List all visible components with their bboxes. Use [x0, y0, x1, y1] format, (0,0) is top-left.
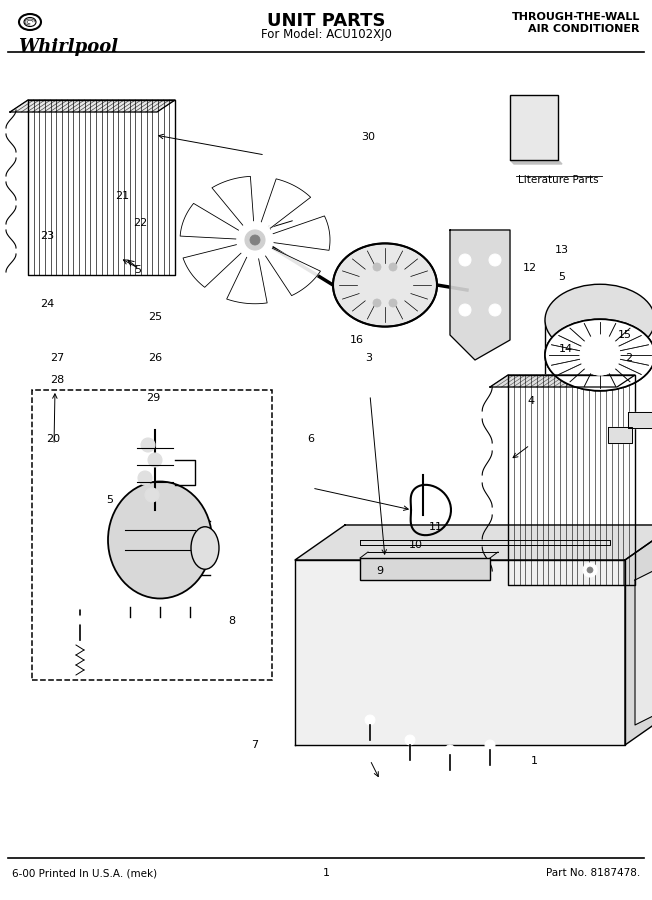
Polygon shape — [635, 550, 652, 725]
Text: 5: 5 — [106, 494, 113, 505]
Circle shape — [485, 740, 495, 750]
Bar — [510, 95, 558, 160]
Text: 14: 14 — [559, 344, 573, 355]
Ellipse shape — [333, 243, 437, 327]
Text: THROUGH-THE-WALL: THROUGH-THE-WALL — [512, 12, 640, 22]
Text: 25: 25 — [148, 311, 162, 322]
Polygon shape — [28, 100, 175, 275]
Text: 24: 24 — [40, 299, 54, 310]
Circle shape — [583, 563, 597, 577]
Circle shape — [405, 735, 415, 745]
Text: 3: 3 — [365, 353, 372, 364]
Ellipse shape — [19, 14, 41, 30]
Circle shape — [373, 263, 381, 271]
Circle shape — [373, 299, 381, 307]
Circle shape — [237, 222, 273, 258]
Text: 27: 27 — [50, 353, 65, 364]
Polygon shape — [490, 375, 635, 387]
Circle shape — [489, 254, 501, 266]
Circle shape — [389, 299, 397, 307]
Text: 26: 26 — [148, 353, 162, 364]
Circle shape — [76, 616, 84, 624]
Text: For Model: ACU102XJ0: For Model: ACU102XJ0 — [261, 28, 391, 41]
Circle shape — [445, 745, 455, 755]
Text: 16: 16 — [350, 335, 364, 346]
Text: 30: 30 — [361, 131, 376, 142]
Polygon shape — [272, 216, 330, 250]
Text: 13: 13 — [555, 245, 569, 256]
Circle shape — [587, 567, 593, 573]
Polygon shape — [628, 412, 652, 428]
Text: 6-00 Printed In U.S.A. (mek): 6-00 Printed In U.S.A. (mek) — [12, 868, 157, 878]
Circle shape — [76, 601, 84, 609]
Text: AIR CONDITIONER: AIR CONDITIONER — [529, 24, 640, 34]
Ellipse shape — [24, 17, 36, 26]
Circle shape — [459, 304, 471, 316]
Polygon shape — [260, 179, 310, 230]
Circle shape — [459, 254, 471, 266]
Bar — [32, 390, 272, 680]
Text: 6: 6 — [308, 434, 314, 445]
Text: 4: 4 — [528, 395, 535, 406]
Text: Part No. 8187478.: Part No. 8187478. — [546, 868, 640, 878]
Polygon shape — [295, 525, 652, 560]
Text: Literature Parts: Literature Parts — [518, 175, 599, 185]
Circle shape — [250, 235, 260, 245]
Text: 15: 15 — [617, 329, 632, 340]
Polygon shape — [180, 203, 241, 239]
Circle shape — [580, 335, 620, 375]
Text: 22: 22 — [133, 218, 147, 229]
Polygon shape — [625, 525, 652, 745]
Text: 23: 23 — [40, 230, 54, 241]
Text: 11: 11 — [428, 521, 443, 532]
Text: 20: 20 — [46, 434, 61, 445]
Polygon shape — [10, 100, 175, 112]
Circle shape — [145, 488, 159, 502]
Text: 28: 28 — [50, 374, 65, 385]
Polygon shape — [212, 176, 254, 228]
Text: 1: 1 — [531, 755, 538, 766]
Circle shape — [389, 263, 397, 271]
Circle shape — [138, 471, 152, 485]
Polygon shape — [508, 375, 635, 585]
Circle shape — [141, 438, 155, 452]
Ellipse shape — [108, 482, 212, 598]
Text: 29: 29 — [146, 392, 160, 403]
Text: 9: 9 — [376, 566, 383, 577]
Polygon shape — [510, 160, 562, 164]
Ellipse shape — [191, 526, 219, 570]
Text: 1: 1 — [323, 868, 329, 878]
Text: 5: 5 — [559, 272, 565, 283]
Text: 2: 2 — [626, 353, 632, 364]
Circle shape — [245, 230, 265, 250]
Text: 7: 7 — [251, 740, 258, 751]
Circle shape — [148, 453, 162, 467]
Bar — [360, 558, 490, 580]
Polygon shape — [264, 248, 320, 295]
Polygon shape — [608, 427, 632, 443]
Polygon shape — [295, 560, 625, 745]
Circle shape — [580, 335, 620, 375]
Ellipse shape — [545, 284, 652, 356]
Text: 10: 10 — [409, 539, 423, 550]
Text: Whirlpool: Whirlpool — [18, 38, 118, 56]
Text: UNIT PARTS: UNIT PARTS — [267, 12, 385, 30]
Circle shape — [489, 304, 501, 316]
Text: 5: 5 — [134, 265, 141, 275]
Circle shape — [365, 715, 375, 725]
Ellipse shape — [545, 320, 652, 391]
Polygon shape — [183, 244, 243, 287]
Polygon shape — [227, 254, 267, 303]
Text: 12: 12 — [522, 263, 537, 274]
Text: 8: 8 — [228, 616, 235, 626]
Text: 21: 21 — [115, 191, 130, 202]
Polygon shape — [450, 230, 510, 360]
